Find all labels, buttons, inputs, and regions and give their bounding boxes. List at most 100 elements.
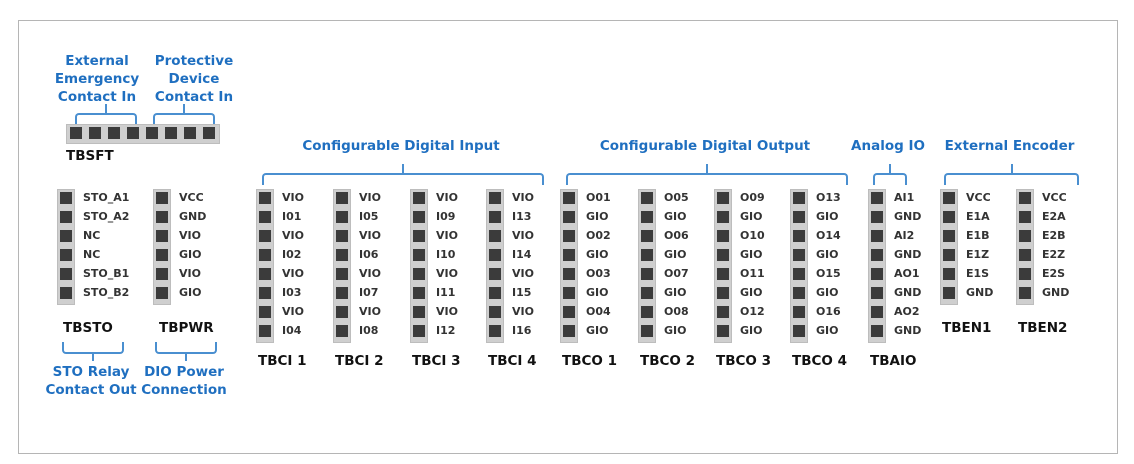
pin-terminal bbox=[717, 306, 729, 318]
diagram-frame bbox=[18, 20, 1118, 454]
pin-terminal bbox=[717, 230, 729, 242]
pin-terminal bbox=[413, 325, 425, 337]
pin-label: GIO bbox=[740, 210, 763, 223]
pin-terminal bbox=[108, 127, 120, 139]
pin-label: O01 bbox=[586, 191, 611, 204]
bottom-bracket-0-tick bbox=[92, 352, 94, 361]
pin-label: I12 bbox=[436, 324, 456, 337]
pin-label: I13 bbox=[512, 210, 532, 223]
pin-label: O03 bbox=[586, 267, 611, 280]
pin-terminal bbox=[641, 211, 653, 223]
pin-terminal bbox=[1019, 268, 1031, 280]
connector-tbco1 bbox=[560, 189, 578, 343]
pin-terminal bbox=[793, 287, 805, 299]
pin-label: I10 bbox=[436, 248, 456, 261]
pin-label: E1B bbox=[966, 229, 990, 242]
pin-label: VIO bbox=[359, 305, 381, 318]
pin-label: GIO bbox=[740, 248, 763, 261]
pin-label: GIO bbox=[586, 248, 609, 261]
pin-terminal bbox=[717, 211, 729, 223]
bottom-label-line: Connection bbox=[141, 382, 227, 398]
pin-terminal bbox=[1019, 249, 1031, 261]
pin-terminal bbox=[336, 211, 348, 223]
pin-label: O10 bbox=[740, 229, 765, 242]
pin-label: VIO bbox=[512, 305, 534, 318]
pin-terminal bbox=[563, 306, 575, 318]
pin-terminal bbox=[793, 211, 805, 223]
pin-terminal bbox=[413, 249, 425, 261]
pin-terminal bbox=[259, 249, 271, 261]
pin-label: VCC bbox=[1042, 191, 1067, 204]
bottom-label-line: DIO Power bbox=[144, 364, 224, 380]
pin-terminal bbox=[336, 287, 348, 299]
pin-terminal bbox=[1019, 211, 1031, 223]
pin-terminal bbox=[563, 249, 575, 261]
pin-label: O11 bbox=[740, 267, 765, 280]
pin-label: NC bbox=[83, 248, 101, 261]
pin-label: GIO bbox=[179, 248, 202, 261]
pin-label: E1A bbox=[966, 210, 990, 223]
pin-terminal bbox=[641, 287, 653, 299]
pin-label: I11 bbox=[436, 286, 456, 299]
pin-terminal bbox=[563, 268, 575, 280]
pin-label: VIO bbox=[436, 267, 458, 280]
pin-label: I06 bbox=[359, 248, 379, 261]
pin-terminal bbox=[793, 192, 805, 204]
pin-label: E2A bbox=[1042, 210, 1066, 223]
pin-label: O07 bbox=[664, 267, 689, 280]
pin-terminal bbox=[60, 287, 72, 299]
pin-label: VIO bbox=[282, 305, 304, 318]
pin-terminal bbox=[717, 192, 729, 204]
pin-terminal bbox=[146, 127, 158, 139]
pin-label: GIO bbox=[664, 210, 687, 223]
pin-terminal bbox=[871, 287, 883, 299]
tbsft-label-line: Contact In bbox=[154, 89, 234, 105]
pin-label: AI2 bbox=[894, 229, 915, 242]
pin-label: VIO bbox=[436, 229, 458, 242]
pin-terminal bbox=[60, 211, 72, 223]
pin-label: AI1 bbox=[894, 191, 915, 204]
pin-label: GIO bbox=[740, 286, 763, 299]
pin-terminal bbox=[641, 325, 653, 337]
tbsft-bracket-protective bbox=[153, 113, 215, 125]
header-bracket-2 bbox=[873, 173, 907, 185]
pin-terminal bbox=[943, 211, 955, 223]
pin-label: O05 bbox=[664, 191, 689, 204]
block-name: TBCO 2 bbox=[640, 353, 695, 369]
tbsft-label-line: Protective bbox=[154, 53, 234, 69]
pin-label: GIO bbox=[816, 324, 839, 337]
pin-label: VIO bbox=[179, 229, 201, 242]
pin-terminal bbox=[793, 268, 805, 280]
pin-label: O06 bbox=[664, 229, 689, 242]
pin-terminal bbox=[259, 306, 271, 318]
pin-terminal bbox=[413, 287, 425, 299]
pin-label: AO2 bbox=[894, 305, 920, 318]
block-name: TBCI 3 bbox=[412, 353, 461, 369]
pin-terminal bbox=[943, 192, 955, 204]
pin-terminal bbox=[184, 127, 196, 139]
tbsft-label-line: Emergency bbox=[54, 71, 140, 87]
pin-terminal bbox=[943, 268, 955, 280]
header-bracket-1 bbox=[566, 173, 848, 185]
pin-label: GIO bbox=[816, 248, 839, 261]
block-name: TBSTO bbox=[63, 320, 113, 336]
pin-label: O02 bbox=[586, 229, 611, 242]
pin-terminal bbox=[127, 127, 139, 139]
pin-terminal bbox=[259, 325, 271, 337]
pin-label: VCC bbox=[179, 191, 204, 204]
pin-label: GIO bbox=[740, 324, 763, 337]
pin-terminal bbox=[259, 268, 271, 280]
pin-terminal bbox=[489, 325, 501, 337]
pin-terminal bbox=[336, 268, 348, 280]
pin-terminal bbox=[563, 211, 575, 223]
pin-label: VIO bbox=[282, 191, 304, 204]
pin-label: VIO bbox=[436, 305, 458, 318]
header-bracket-3-tick bbox=[1010, 164, 1013, 173]
pin-terminal bbox=[336, 325, 348, 337]
pin-terminal bbox=[563, 325, 575, 337]
pin-terminal bbox=[156, 211, 168, 223]
pin-terminal bbox=[489, 306, 501, 318]
bottom-label-line: Contact Out bbox=[45, 382, 137, 398]
pin-label: GND bbox=[966, 286, 994, 299]
pin-terminal bbox=[89, 127, 101, 139]
